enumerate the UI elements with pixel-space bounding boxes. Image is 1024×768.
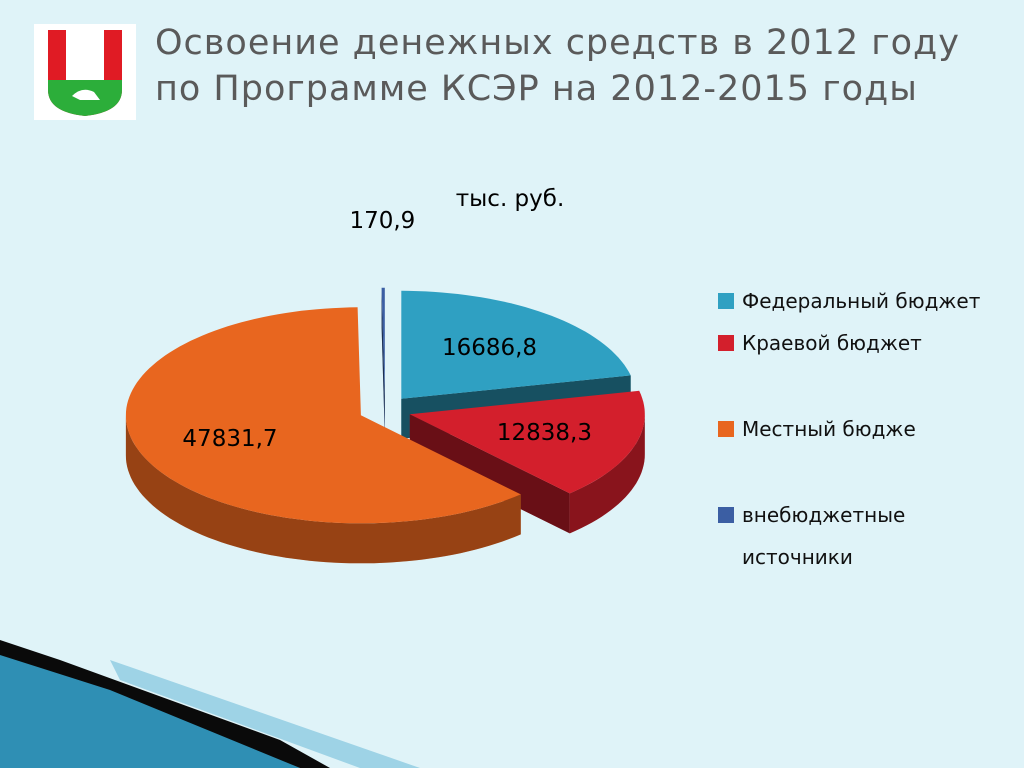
legend-item: Местный бюдже [718,408,988,450]
chart-title: Освоение денежных средств в 2012 году по… [155,23,960,109]
decor-swoosh [110,660,420,768]
data-label: 47831,7 [182,426,277,452]
slice-side [569,414,645,534]
legend-label: Краевой бюджет [742,331,922,355]
legend-label: внебюджетные источники [742,503,906,569]
legend-item: Федеральный бюджет [718,280,988,322]
slice-shade [125,415,521,564]
legend-item: Краевой бюджет [718,322,988,364]
decor-swoosh [0,650,300,768]
chart-subtitle: тыс. руб. [455,186,565,212]
decor-swoosh [0,640,330,768]
slice-top [125,307,521,524]
slice-shade [409,414,570,534]
pie: 170,9 16686,8 12838,3 47831,7 [125,208,645,564]
slice-top [381,287,385,396]
pie-slice [125,307,521,564]
legend-swatch [718,335,734,351]
data-label: 16686,8 [442,335,537,361]
slice-top [409,390,645,494]
data-label: 170,9 [349,208,415,234]
legend-swatch [718,421,734,437]
logo [34,24,136,120]
legend-item: внебюджетные источники [718,494,988,578]
pie-slice [381,287,385,436]
slice-top [401,290,631,399]
legend-label: Федеральный бюджет [742,289,981,313]
data-label: 12838,3 [497,420,592,446]
legend: Федеральный бюджет Краевой бюджет Местный … [718,280,988,578]
legend-swatch [718,293,734,309]
pie-slice [409,390,645,534]
legend-swatch [718,507,734,523]
slice-shade [381,287,385,436]
legend-label: Местный бюдже [742,417,916,441]
slice-side [125,415,521,564]
slice-shade [569,414,645,534]
